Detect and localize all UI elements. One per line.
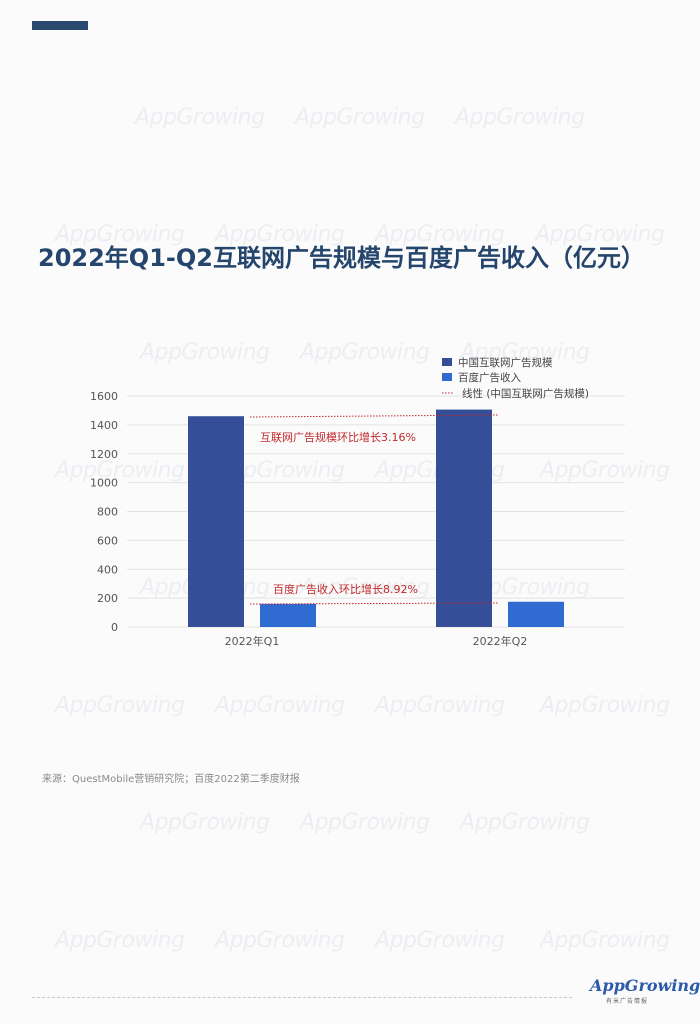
watermark-text: AppGrowing bbox=[215, 693, 345, 718]
trendline-0 bbox=[249, 414, 499, 418]
watermark-text: AppGrowing bbox=[300, 810, 430, 835]
y-tick-label: 1600 bbox=[90, 390, 118, 403]
watermark-text: AppGrowing bbox=[540, 693, 670, 718]
legend-swatch bbox=[442, 373, 452, 381]
logo-tagline: 有米广告情报 bbox=[606, 998, 649, 1005]
source-note: 来源：QuestMobile营销研究院；百度2022第二季度财报 bbox=[42, 774, 300, 785]
legend-swatch bbox=[442, 358, 452, 366]
watermark-text: AppGrowing bbox=[375, 928, 505, 953]
watermark-text: AppGrowing bbox=[135, 105, 265, 130]
watermark-text: AppGrowing bbox=[540, 928, 670, 953]
footer-divider bbox=[32, 997, 572, 998]
bar-internet-ad-scale bbox=[188, 416, 244, 627]
y-tick-label: 1000 bbox=[90, 477, 118, 490]
y-tick-label: 0 bbox=[111, 621, 118, 634]
watermark-text: AppGrowing bbox=[215, 928, 345, 953]
x-tick-label: 2022年Q1 bbox=[225, 634, 280, 648]
header-accent-bar bbox=[32, 21, 88, 30]
y-tick-label: 800 bbox=[97, 506, 118, 519]
y-tick-label: 200 bbox=[97, 592, 118, 605]
watermark-text: AppGrowing bbox=[295, 105, 425, 130]
x-tick-label: 2022年Q2 bbox=[473, 634, 528, 648]
growth-annotation: 互联网广告规模环比增长3.16% bbox=[260, 430, 416, 444]
watermark-text: AppGrowing bbox=[140, 810, 270, 835]
growth-annotation: 百度广告收入环比增长8.92% bbox=[273, 582, 418, 596]
y-tick-label: 600 bbox=[97, 534, 118, 547]
bar-internet-ad-scale bbox=[436, 409, 492, 627]
y-tick-label: 400 bbox=[97, 563, 118, 576]
y-tick-label: 1200 bbox=[90, 448, 118, 461]
watermark-text: AppGrowing bbox=[55, 693, 185, 718]
legend-label: 中国互联网广告规模 bbox=[458, 356, 553, 369]
chart-title: 2022年Q1-Q2互联网广告规模与百度广告收入（亿元） bbox=[38, 244, 645, 272]
legend-label-trendline: 线性 (中国互联网广告规模) bbox=[462, 387, 589, 400]
logo-name: AppGrowing bbox=[590, 976, 700, 995]
watermark-text: AppGrowing bbox=[55, 928, 185, 953]
legend-label: 百度广告收入 bbox=[458, 371, 521, 384]
watermark-text: AppGrowing bbox=[460, 810, 590, 835]
trendline-1 bbox=[249, 602, 499, 605]
y-tick-label: 1400 bbox=[90, 419, 118, 432]
bar-baidu-ad-revenue bbox=[260, 603, 316, 627]
bar-baidu-ad-revenue bbox=[508, 601, 564, 627]
appgrowing-logo: AppGrowing 有米广告情报 bbox=[590, 976, 700, 1016]
watermark-text: AppGrowing bbox=[455, 105, 585, 130]
watermark-text: AppGrowing bbox=[375, 693, 505, 718]
bar-chart: 0 200 400 600 800 1000 1200 1400 1600 2022年Q1 2022… bbox=[90, 356, 625, 648]
